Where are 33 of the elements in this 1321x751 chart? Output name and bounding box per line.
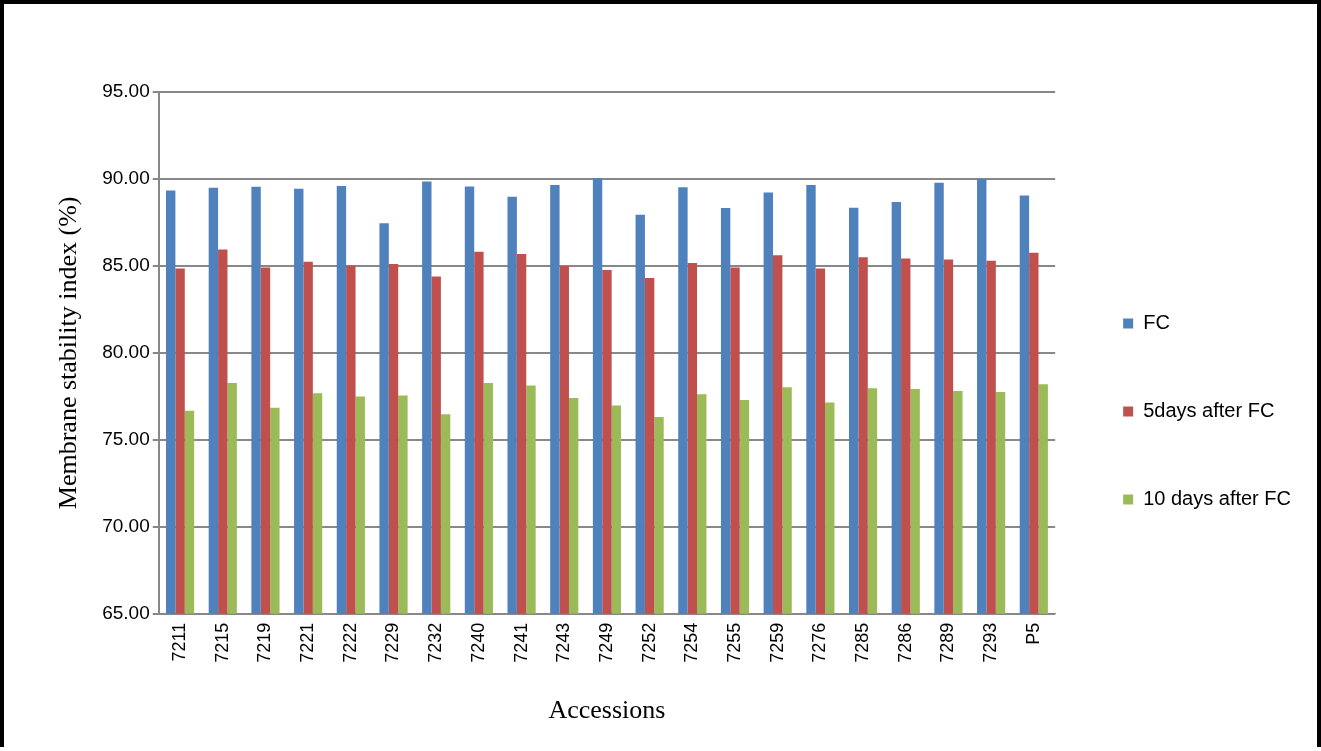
x-tick-label: 7286 [894,622,915,663]
x-tick-label: 7289 [937,622,958,663]
x-axis-title: Accessions [548,695,666,725]
x-tick-label: 7240 [467,622,488,663]
x-tick-label: 7252 [638,622,659,663]
x-tick-label: 7259 [766,622,787,663]
y-tick-label: 85.00 [102,254,150,276]
y-tick-label: 90.00 [102,167,150,189]
x-tick-label: 7249 [595,622,616,663]
x-tick-label: 7276 [809,622,830,663]
x-tick-label: 7241 [510,622,531,663]
x-tick-label: 7221 [297,622,318,663]
x-tick-label: 7232 [425,622,446,663]
legend-label: 10 days after FC [1143,487,1291,510]
x-tick-label: 7254 [681,622,702,663]
x-tick-label: 7285 [852,622,873,663]
x-tick-label: P5 [1022,622,1043,645]
y-tick-label: 80.00 [102,341,150,363]
y-tick-label: 95.00 [102,80,150,102]
x-tick-label: 7243 [553,622,574,663]
y-tick-label: 75.00 [102,428,150,450]
legend-label: 5days after FC [1143,399,1275,422]
y-axis-title: Membrane stability index (%) [53,196,83,510]
x-tick-label: 7219 [254,622,275,663]
y-tick-label: 70.00 [102,515,150,537]
x-tick-label: 7255 [723,622,744,663]
x-tick-label: 7215 [211,622,232,663]
legend-label: FC [1143,311,1170,334]
x-tick-label: 7222 [339,622,360,663]
x-tick-label: 7293 [980,622,1001,663]
x-tick-label: 7211 [169,622,190,662]
y-tick-label: 65.00 [102,601,150,623]
x-tick-label: 7229 [382,622,403,663]
